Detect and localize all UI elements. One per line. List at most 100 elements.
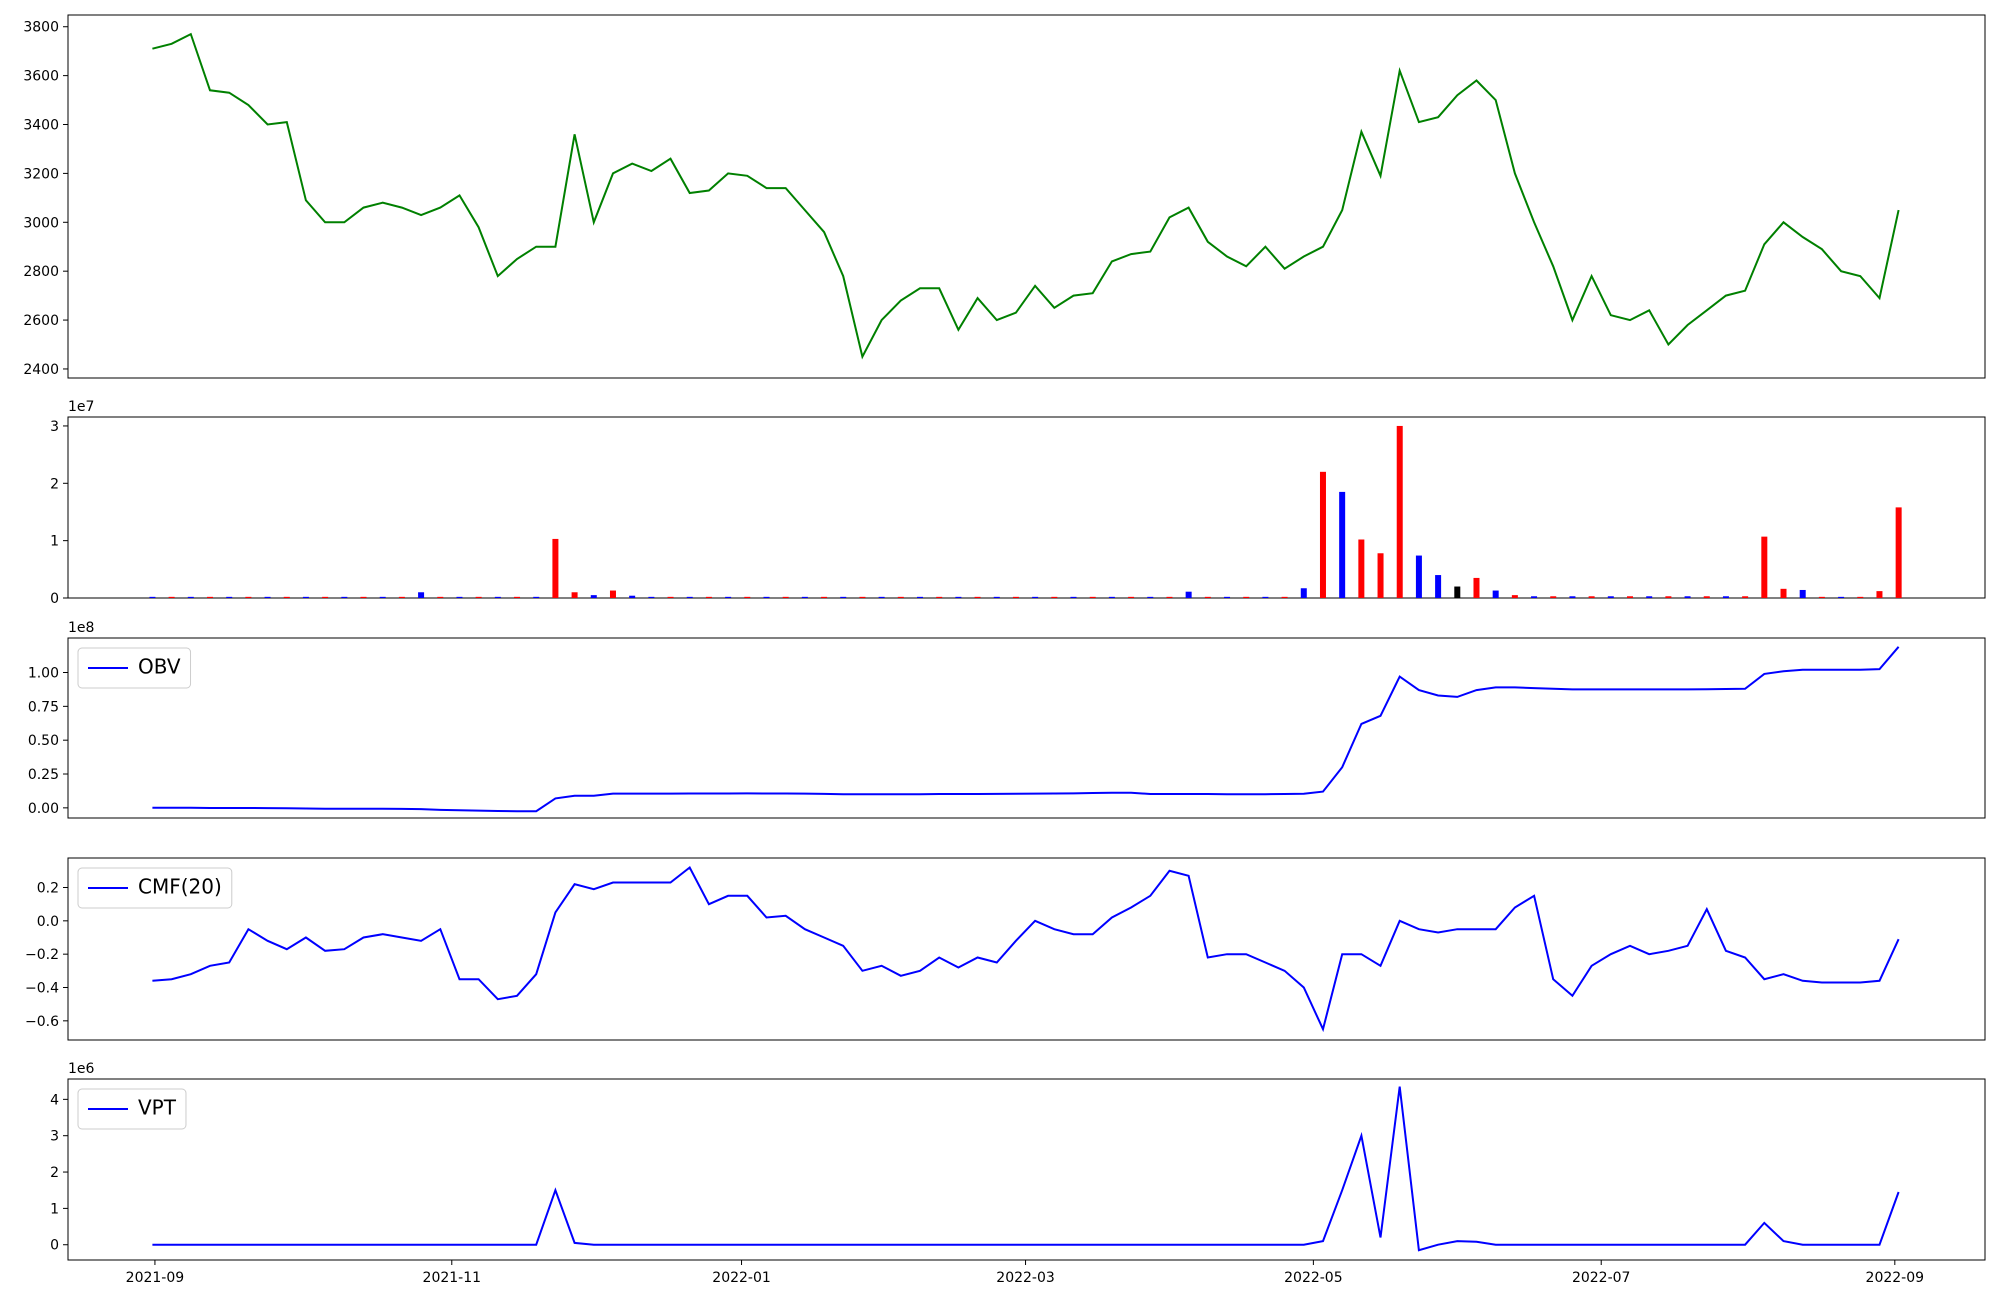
volume-bar	[821, 596, 828, 598]
volume-bar	[648, 596, 655, 598]
plot-frame	[67, 14, 1986, 379]
volume-bar	[1550, 596, 1557, 598]
volume-bar	[514, 596, 521, 598]
volume-bar	[1204, 596, 1211, 598]
volume-bar	[533, 596, 540, 598]
axis-offset: 1e6	[68, 1061, 95, 1077]
volume-bar	[1032, 596, 1039, 598]
x-tick-label: 2022-05	[1284, 1270, 1343, 1286]
y-tick-label: 0.2	[37, 881, 59, 897]
volume-bar	[552, 538, 559, 598]
volume-bar	[590, 595, 597, 598]
volume-bar	[398, 596, 405, 598]
volume-bar	[705, 596, 712, 598]
y-tick-label: 1	[50, 1201, 59, 1217]
x-tick-label: 2021-09	[126, 1270, 185, 1286]
volume-bar	[1147, 596, 1154, 598]
legend-label: VPT	[138, 1096, 177, 1120]
volume-bar	[801, 596, 808, 598]
y-tick-label: 3	[50, 1129, 59, 1145]
volume-bar	[1588, 596, 1595, 598]
volume-bar	[725, 596, 732, 598]
volume-bar	[571, 592, 578, 598]
volume-bar	[1319, 471, 1326, 598]
y-tick-label: 1	[50, 534, 59, 550]
volume-bar	[379, 596, 386, 598]
volume-bar	[1722, 596, 1729, 598]
x-tick-label: 2022-09	[1866, 1270, 1925, 1286]
volume-bar	[897, 596, 904, 598]
volume-bar	[1012, 596, 1019, 598]
volume-bar	[207, 596, 213, 598]
y-tick-label: 2	[50, 476, 59, 492]
volume-bar	[1128, 596, 1135, 598]
line-series	[152, 646, 1900, 813]
volume-bar	[1396, 425, 1403, 598]
legend-label: OBV	[138, 655, 181, 679]
volume-bar	[475, 596, 482, 598]
y-tick-label: 3200	[23, 166, 59, 182]
volume-bar	[993, 596, 1000, 598]
volume-bar	[283, 596, 290, 598]
y-tick-label: 0.00	[28, 801, 59, 817]
y-tick-label: 0	[50, 591, 59, 607]
volume-bar	[1818, 596, 1825, 598]
line-series	[152, 865, 1900, 1033]
volume-bar	[878, 596, 885, 598]
y-tick-label: 0.75	[28, 699, 59, 715]
y-tick-label: 1.00	[28, 666, 59, 682]
volume-bar	[149, 596, 156, 598]
volume-bar	[360, 596, 367, 598]
volume-bar	[609, 590, 616, 598]
volume-bar	[456, 596, 463, 598]
line-series	[152, 1086, 1900, 1252]
y-tick-label: 0.50	[28, 733, 59, 749]
volume-bar	[302, 596, 309, 598]
y-tick-label: 4	[50, 1092, 59, 1108]
volume-bar	[1454, 586, 1461, 598]
volume-bar	[1511, 595, 1518, 598]
volume-bar	[1224, 596, 1231, 598]
volume-bar	[1607, 596, 1614, 598]
y-tick-label: 0	[50, 1238, 59, 1254]
volume-bar	[418, 592, 425, 598]
volume-bar	[1262, 596, 1269, 598]
y-tick-label: 2	[50, 1165, 59, 1181]
volume-bar	[168, 596, 175, 598]
x-tick-label: 2022-07	[1572, 1270, 1631, 1286]
volume-bar	[955, 596, 962, 598]
volume-bar	[245, 596, 252, 598]
volume-bar	[1415, 555, 1422, 598]
plot-frame	[67, 416, 1986, 599]
y-tick-label: −0.6	[25, 1014, 59, 1030]
volume-bar	[1166, 596, 1173, 598]
volume-bar	[1108, 596, 1115, 598]
volume-bar	[1243, 596, 1250, 598]
volume-bar	[494, 596, 501, 598]
x-tick-label: 2022-03	[996, 1270, 1055, 1286]
y-tick-label: 3	[50, 419, 59, 435]
plot-frame	[67, 857, 1986, 1041]
volume-bar	[1051, 596, 1058, 598]
volume-bar	[686, 596, 693, 598]
volume-bar	[1300, 588, 1307, 598]
axis-offset: 1e8	[68, 620, 94, 636]
volume-bar	[1185, 591, 1192, 598]
volume-bar	[1089, 596, 1096, 598]
legend-box	[77, 867, 233, 909]
volume-bar	[629, 595, 636, 598]
volume-bar	[1857, 596, 1864, 598]
volume-bar	[1358, 539, 1365, 598]
legend-label: CMF(20)	[138, 875, 222, 899]
volume-bar	[1627, 596, 1633, 598]
volume-bar	[437, 596, 444, 598]
volume-bar	[763, 596, 770, 598]
legend-box	[77, 647, 192, 689]
y-tick-label: −0.4	[25, 981, 59, 997]
y-tick-label: 3000	[23, 215, 59, 231]
volume-bar	[1799, 589, 1806, 598]
volume-bar	[322, 596, 329, 598]
volume-bar	[840, 596, 847, 598]
y-tick-label: 0.0	[37, 914, 59, 930]
